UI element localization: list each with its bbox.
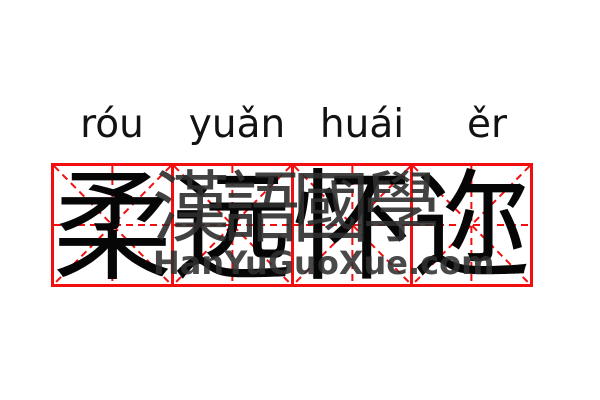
pinyin-syllable: ěr bbox=[466, 102, 508, 147]
pinyin-syllable: huái bbox=[319, 102, 405, 147]
mizige-grid-lines-icon bbox=[293, 166, 411, 284]
hanzi-character: 迩 bbox=[411, 158, 532, 298]
pinyin-syllable: yuǎn bbox=[188, 102, 286, 147]
pinyin-syllable: róu bbox=[80, 102, 144, 147]
hanzi-character: 柔 bbox=[52, 158, 173, 298]
grid-cell: 怀 bbox=[291, 158, 414, 298]
mizige-grid-lines-icon bbox=[413, 166, 530, 284]
practice-grid: 柔 远 怀 bbox=[51, 158, 533, 298]
grid-cell: 柔 bbox=[52, 158, 174, 298]
grid-cell: 迩 bbox=[411, 158, 532, 298]
hanzi-character: 怀 bbox=[291, 158, 412, 298]
mizige-grid-lines-icon bbox=[173, 166, 291, 284]
grid-cell: 远 bbox=[172, 158, 294, 298]
mizige-grid-lines-icon bbox=[54, 166, 171, 284]
hanzi-character: 远 bbox=[172, 158, 293, 298]
